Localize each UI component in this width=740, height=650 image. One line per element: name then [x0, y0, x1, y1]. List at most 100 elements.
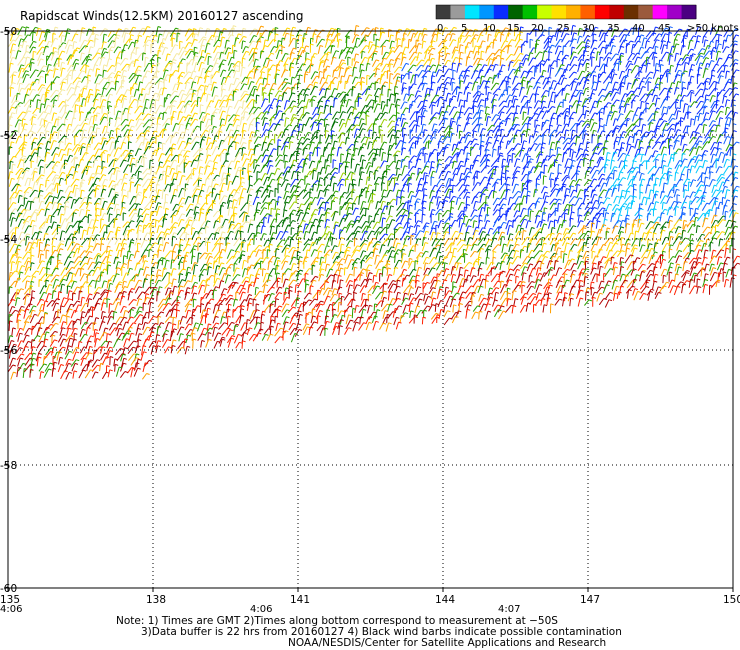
wind-barb-flag — [699, 62, 704, 65]
wind-barb — [667, 128, 672, 138]
wind-barb-flag — [117, 147, 122, 150]
wind-barb — [709, 95, 713, 103]
wind-barb-flag — [432, 40, 436, 43]
wind-barb — [317, 96, 324, 104]
wind-barb-flag — [507, 85, 512, 88]
wind-barb-flag — [397, 129, 401, 132]
wind-barb — [220, 28, 225, 36]
wind-barb — [610, 110, 615, 121]
wind-barb — [415, 39, 417, 49]
wind-barb-flag — [528, 106, 533, 109]
wind-barb — [598, 118, 601, 127]
wind-barb-flag — [575, 89, 579, 92]
wind-barb-flag — [543, 158, 547, 161]
wind-barb-flag — [550, 67, 555, 70]
wind-barbs-layer — [7, 24, 740, 380]
wind-barb-flag — [200, 153, 204, 155]
wind-barb — [582, 105, 584, 115]
wind-barb-flag — [704, 150, 709, 152]
wind-barb-flag — [712, 120, 716, 123]
wind-barb-flag — [358, 81, 362, 84]
wind-barb-flag — [189, 77, 193, 80]
wind-barb-flag — [292, 92, 296, 95]
wind-barb-flag — [100, 95, 105, 97]
wind-barb — [23, 134, 25, 145]
wind-barb — [148, 136, 153, 145]
wind-barb-flag — [726, 106, 730, 109]
wind-barb — [190, 100, 196, 108]
wind-barb-flag — [577, 103, 581, 106]
wind-barb-flag — [217, 45, 221, 48]
wind-barb — [200, 130, 206, 138]
wind-barb-flag — [33, 50, 37, 53]
wind-barb — [205, 83, 210, 91]
wind-barb-flag — [431, 57, 436, 60]
wind-barb — [448, 39, 454, 48]
wind-barb-flag — [373, 148, 377, 151]
wind-barb — [534, 93, 537, 103]
wind-barb — [437, 147, 444, 157]
wind-barb — [51, 147, 57, 156]
wind-barb-flag — [284, 78, 289, 81]
wind-barb-flag — [308, 131, 312, 134]
wind-barb — [25, 104, 30, 114]
wind-barb — [703, 45, 709, 55]
wind-barb — [317, 45, 321, 54]
wind-barb — [273, 33, 276, 43]
wind-barb-flag — [551, 117, 556, 120]
wind-barb — [247, 40, 254, 49]
wind-barb — [533, 135, 540, 144]
wind-barb-flag — [657, 141, 661, 144]
wind-barb-flag — [638, 129, 642, 132]
wind-barb-flag — [68, 148, 72, 151]
wind-barb-flag — [711, 60, 715, 62]
wind-barb-flag — [714, 146, 718, 149]
wind-barb-flag — [117, 70, 122, 73]
wind-barb-flag — [403, 32, 407, 35]
wind-barb-flag — [251, 135, 256, 138]
wind-barb — [519, 106, 523, 115]
wind-barb — [458, 44, 461, 54]
wind-barb-flag — [509, 99, 513, 102]
wind-barb-flag — [699, 165, 703, 168]
wind-barb-flag — [98, 74, 102, 77]
wind-barb-flag — [368, 85, 372, 88]
wind-barb-flag — [9, 124, 13, 127]
wind-barb — [400, 56, 404, 66]
wind-barb — [340, 75, 342, 84]
wind-barb — [60, 81, 64, 91]
wind-barb-flag — [302, 37, 306, 40]
wind-barb — [647, 165, 655, 175]
wind-barb-flag — [712, 153, 717, 156]
wind-barb-flag — [108, 105, 113, 108]
wind-barb — [522, 58, 526, 67]
wind-barb — [555, 141, 558, 150]
wind-barb — [555, 105, 560, 114]
wind-barb-flag — [279, 94, 283, 97]
wind-barb-flag — [213, 125, 217, 128]
wind-barb — [626, 82, 629, 90]
wind-barb — [612, 127, 617, 138]
wind-barb-flag — [511, 105, 515, 108]
wind-barb — [177, 62, 181, 73]
wind-barb — [190, 112, 196, 122]
wind-barb — [36, 70, 43, 78]
wind-barb-flag — [162, 38, 167, 40]
wind-barb-flag — [558, 153, 562, 156]
wind-barb-flag — [51, 161, 55, 163]
wind-barb — [400, 159, 403, 169]
wind-barb-flag — [130, 154, 134, 157]
wind-barb — [308, 141, 313, 150]
wind-barb-flag — [341, 141, 346, 144]
wind-barb — [18, 83, 21, 92]
wind-barb-flag — [435, 94, 440, 97]
wind-barb-flag — [375, 81, 379, 84]
wind-barb-flag — [61, 148, 65, 151]
wind-barb-flag — [547, 80, 551, 83]
wind-barb-flag — [186, 103, 191, 106]
wind-barb-flag — [490, 64, 494, 67]
wind-barb-flag — [405, 46, 409, 49]
wind-barb — [542, 77, 547, 85]
wind-barb-flag — [138, 99, 142, 102]
wind-barb — [206, 93, 209, 102]
